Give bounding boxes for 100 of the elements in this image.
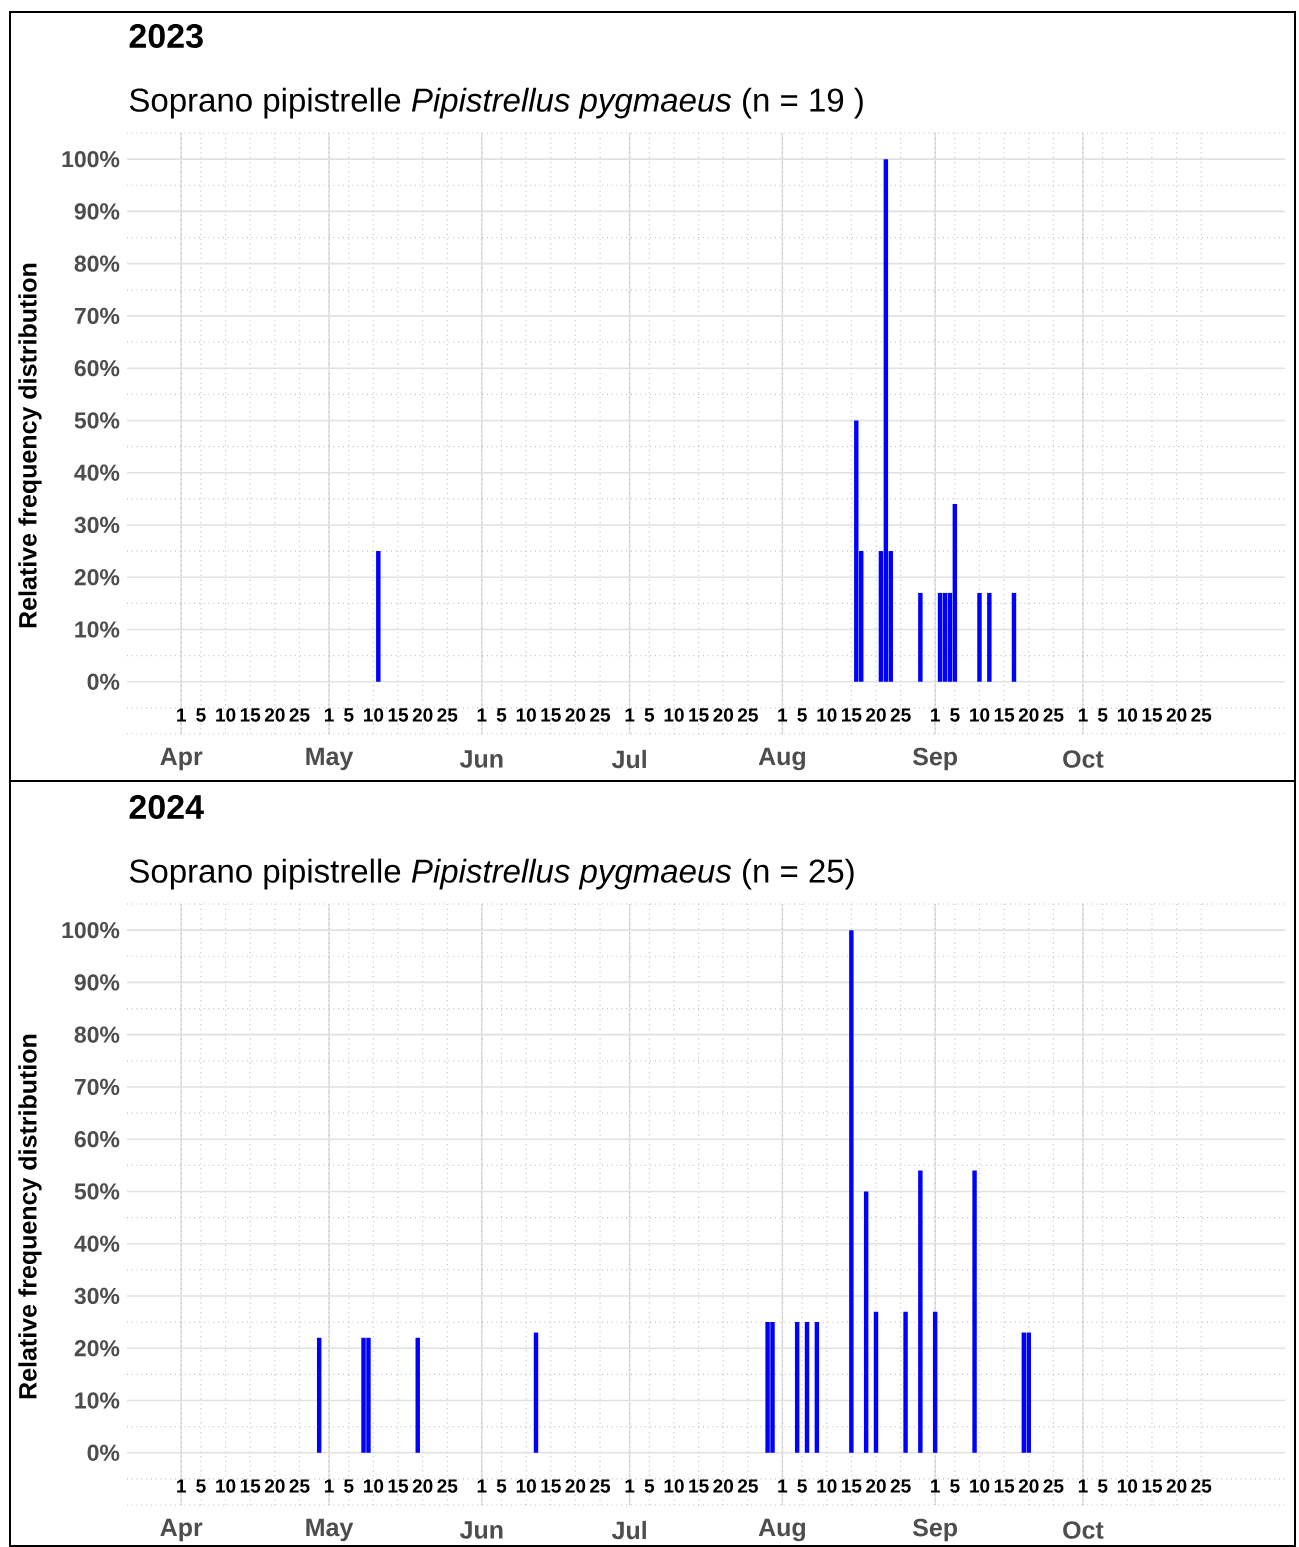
x-tick-label: 15 [541,1479,561,1493]
bar [533,1332,539,1453]
x-tick-label: 1 [625,708,635,722]
bar [932,1311,938,1453]
x-tick-label: 5 [797,708,807,722]
x-tick-label: 20 [1166,708,1187,722]
x-tick-label: 10 [1117,708,1138,722]
x-tick-label: 15 [541,708,561,722]
x-tick-label: 10 [970,1479,990,1493]
x-tick-label: 1 [778,708,788,722]
y-tick-label: 60% [74,1131,120,1148]
x-tick-label: 5 [496,708,507,722]
x2-tick-label: Oct [1063,1521,1104,1539]
x-tick-label: 15 [994,708,1015,722]
x-tick-label: 15 [689,1479,709,1493]
x-tick-label: 10 [364,708,384,722]
x-tick-label: 10 [817,1479,837,1493]
x-tick-label: 20 [1018,1479,1039,1493]
x-tick-label: 10 [516,1479,536,1493]
bar [918,1170,923,1453]
x-tick-label: 25 [737,1479,758,1493]
chart-title: 2023 [129,23,203,49]
bar [903,1311,908,1453]
x-tick-label: 10 [216,708,236,722]
x-tick-label: 15 [240,1479,261,1493]
y-tick-label: 30% [74,1287,120,1305]
x-tick-label: 5 [644,1479,655,1493]
x-tick-label: 1 [477,708,487,722]
x-tick-label: 25 [437,1479,458,1493]
bar [972,1170,977,1453]
x-tick-label: 1 [1078,1479,1088,1493]
x-tick-label: 25 [289,708,310,722]
x-tick-label: 20 [264,708,285,722]
y-tick-label: 10% [75,621,120,638]
x-tick-label: 20 [264,1479,285,1493]
bar [849,930,854,1453]
y-tick-label: 50% [74,1183,120,1200]
x-tick-label: 1 [931,1479,940,1493]
x-tick-label: 15 [841,708,862,722]
bar [376,551,381,682]
x-tick-label: 10 [216,1479,236,1493]
y-tick-label: 30% [74,516,120,534]
bar [863,1191,869,1453]
y-tick-label: 70% [74,307,120,325]
x-tick-label: 1 [1078,708,1088,722]
x-tick-label: 1 [931,708,940,722]
x-tick-label: 5 [1097,1479,1108,1493]
y-tick-label: 0% [87,1444,120,1461]
bar [937,592,943,682]
y-tick-label: 20% [74,569,120,586]
y-tick-label: 60% [74,360,120,377]
x-tick-label: 10 [516,708,536,722]
x-tick-label: 20 [713,1479,734,1493]
x-tick-label: 25 [590,1479,611,1493]
x-tick-label: 1 [177,1479,186,1493]
bar [804,1322,810,1453]
x-tick-label: 5 [644,708,655,722]
x-tick-label: 25 [1191,708,1212,722]
bar [977,592,982,682]
x-tick-label: 5 [344,1479,354,1493]
x-tick-label: 10 [664,708,684,722]
x-tick-label: 15 [240,708,261,722]
x2-tick-label: Aug [758,747,806,771]
chart-subtitle: Soprano pipistrelle Pipistrellus pygmaeus (n = 25) [129,858,854,890]
x-tick-label: 1 [477,1479,487,1493]
x2-tick-label: Jun [459,750,503,768]
bar [883,159,889,682]
bar [873,1311,879,1453]
x-tick-label: 15 [388,1479,409,1493]
bar [794,1322,800,1453]
y-tick-label: 80% [74,1026,120,1043]
bar [918,592,923,682]
x-tick-label: 25 [590,708,611,722]
x-tick-label: 20 [866,708,886,722]
x-tick-label: 10 [664,1479,684,1493]
x-tick-label: 20 [713,708,734,722]
chart-subtitle: Soprano pipistrelle Pipistrellus pygmaeus (n = 19 ) [129,87,863,119]
bar [942,592,948,682]
x-tick-label: 25 [1043,1479,1064,1493]
x-tick-label: 15 [1142,1479,1162,1493]
x-tick-label: 1 [625,1479,635,1493]
x-tick-label: 25 [437,708,458,722]
x2-tick-label: May [306,1518,354,1542]
bar [1021,1332,1027,1453]
bar [415,1337,420,1453]
y-tick-label: 40% [74,464,120,481]
x-tick-label: 5 [344,708,354,722]
y-axis-title: Relative frequency distribution [18,1034,42,1399]
y-tick-label: 90% [74,203,120,220]
x-tick-label: 1 [778,1479,788,1493]
x-tick-label: 5 [1097,708,1108,722]
x-tick-label: 10 [817,708,837,722]
bar [1026,1332,1031,1453]
x2-tick-label: Oct [1063,750,1104,768]
x-tick-label: 20 [412,708,433,722]
x-tick-label: 20 [565,1479,586,1493]
bar [1011,592,1017,682]
y-tick-label: 50% [74,412,120,429]
chart-title: 2024 [129,794,204,820]
x-tick-label: 20 [1166,1479,1187,1493]
